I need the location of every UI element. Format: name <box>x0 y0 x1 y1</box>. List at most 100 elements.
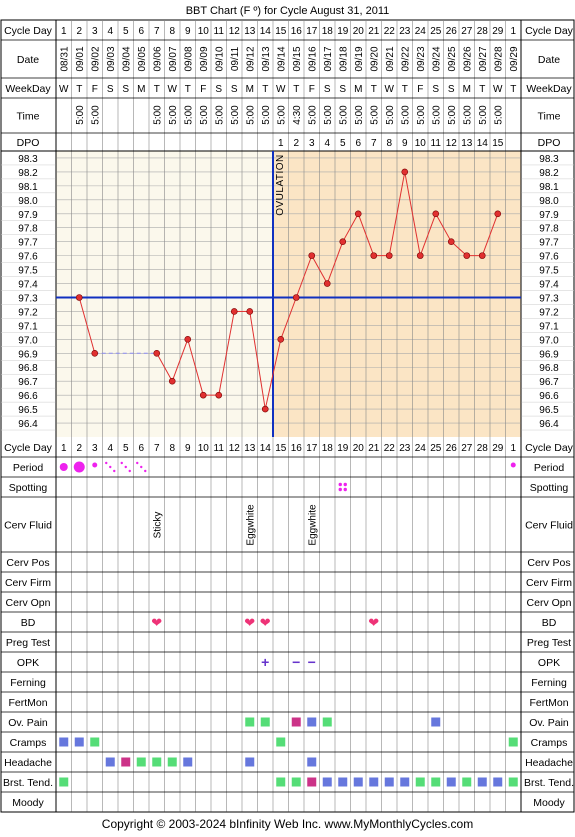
cycle-day-label-bottom: 27 <box>461 443 473 454</box>
period-dot <box>144 469 147 473</box>
y-tick-label-left: 96.4 <box>18 419 38 430</box>
cycle-day-label-bottom: 7 <box>154 443 160 454</box>
temperature-point <box>75 294 83 301</box>
cycle-day-label-bottom: 8 <box>169 443 175 454</box>
cycle-day-label-bottom: 25 <box>430 443 442 454</box>
cramps-marker <box>276 737 286 747</box>
row-label-cycle_day: Cycle Day <box>4 25 53 37</box>
cycle-day-label: 28 <box>477 26 489 37</box>
row-label-opk: OPK <box>17 657 39 669</box>
row-label-right-date: Date <box>538 54 560 66</box>
y-tick-label-left: 97.5 <box>18 266 38 277</box>
time-label: 5:00 <box>230 105 241 125</box>
temperature-segment <box>450 241 468 257</box>
weekday-label: T <box>154 84 160 95</box>
cycle-day-label: 20 <box>353 26 365 37</box>
y-tick-label-left: 97.9 <box>18 210 38 221</box>
headache-marker <box>121 757 131 767</box>
headache-marker <box>167 757 177 767</box>
period-dot <box>113 469 116 473</box>
brst-tend-marker <box>477 777 487 787</box>
y-tick-label-right: 98.2 <box>539 168 559 179</box>
period-dot <box>124 465 127 469</box>
date-label: 09/20 <box>369 46 380 71</box>
row-label-brst_tend: Brst. Tend. <box>3 777 53 789</box>
y-tick-label-left: 96.6 <box>18 391 38 402</box>
cycle-day-label-bottom: 11 <box>214 443 225 454</box>
date-label: 09/21 <box>385 46 396 71</box>
cycle-day-label: 12 <box>229 26 241 37</box>
brst-tend-marker <box>353 777 363 787</box>
row-label-right-brst_tend: Brst. Tend. <box>524 777 574 789</box>
row-label-cerv_fluid: Cerv Fluid <box>4 520 52 532</box>
brst-tend-marker <box>431 777 441 787</box>
spotting-dot <box>338 482 342 487</box>
weekday-label: T <box>293 84 299 95</box>
cycle-day-label: 2 <box>76 26 82 37</box>
time-label: 5:00 <box>183 105 194 125</box>
y-tick-label-left: 98.2 <box>18 168 38 179</box>
temperature-point <box>494 210 502 218</box>
date-label: 09/02 <box>90 46 101 71</box>
y-tick-label-left: 96.8 <box>18 363 38 374</box>
weekday-label: S <box>215 84 222 95</box>
cycle-day-label: 25 <box>430 26 442 37</box>
row-label-fertmon: FertMon <box>8 697 47 709</box>
y-tick-label-right: 98.3 <box>539 154 559 165</box>
temperature-segment <box>295 255 313 298</box>
dpo-label: 13 <box>461 138 473 149</box>
row-label-right-cerv_fluid: Cerv Fluid <box>525 520 573 532</box>
brst-tend-marker <box>384 777 394 787</box>
row-label-right-fertmon: FertMon <box>529 697 568 709</box>
dpo-label: 10 <box>415 138 427 149</box>
row-label-cerv_firm: Cerv Firm <box>5 577 51 589</box>
cycle-day-label-bottom: 24 <box>415 443 427 454</box>
y-tick-label-left: 97.0 <box>18 335 38 346</box>
weekday-label: M <box>463 84 471 95</box>
dpo-label: 1 <box>278 138 284 149</box>
temperature-segment <box>171 339 189 382</box>
y-tick-label-right: 97.3 <box>539 293 559 304</box>
y-tick-label-left: 98.1 <box>18 182 38 193</box>
period-dot <box>109 465 112 469</box>
date-label: 09/15 <box>292 46 303 71</box>
opk-result: − <box>308 654 316 670</box>
weekday-label: T <box>262 84 268 95</box>
time-label: 5:00 <box>462 105 473 125</box>
brst-tend-marker <box>307 777 317 787</box>
headache-marker <box>307 757 317 767</box>
weekday-label: T <box>402 84 408 95</box>
cycle-day-label: 29 <box>492 26 504 37</box>
date-label: 09/14 <box>276 46 287 71</box>
temperature-segment <box>481 213 499 256</box>
temperature-point <box>199 391 207 399</box>
cycle-day-label: 23 <box>399 26 411 37</box>
date-label: 09/08 <box>183 46 194 71</box>
date-label: 09/05 <box>137 46 148 71</box>
time-label: 5:00 <box>416 105 427 125</box>
row-label-cerv_opn: Cerv Opn <box>6 597 51 609</box>
date-label: 09/19 <box>354 46 365 71</box>
period-marker <box>92 462 98 468</box>
headache-marker <box>183 757 193 767</box>
row-label-ferning: Ferning <box>10 677 46 689</box>
cycle-day-label: 10 <box>198 26 210 37</box>
dpo-label: 5 <box>340 138 346 149</box>
cramps-marker <box>90 737 100 747</box>
cycle-day-label: 7 <box>154 26 160 37</box>
temperature-point <box>308 252 316 259</box>
temperature-segment <box>156 353 173 382</box>
temperature-point <box>401 168 409 176</box>
row-label-right-time: Time <box>538 111 561 123</box>
brst-tend-marker <box>462 777 472 787</box>
date-label: 09/06 <box>152 46 163 71</box>
brst-tend-marker <box>508 777 518 787</box>
cycle-day-label-bottom: 9 <box>185 443 191 454</box>
date-label: 09/25 <box>447 46 458 71</box>
weekday-label: S <box>107 84 114 95</box>
y-tick-label-right: 96.5 <box>539 405 559 416</box>
cycle-day-label-bottom: 4 <box>107 443 113 454</box>
cycle-day-label-bottom: 23 <box>399 443 411 454</box>
weekday-label: T <box>371 84 377 95</box>
y-tick-label-left: 98.0 <box>18 196 38 207</box>
